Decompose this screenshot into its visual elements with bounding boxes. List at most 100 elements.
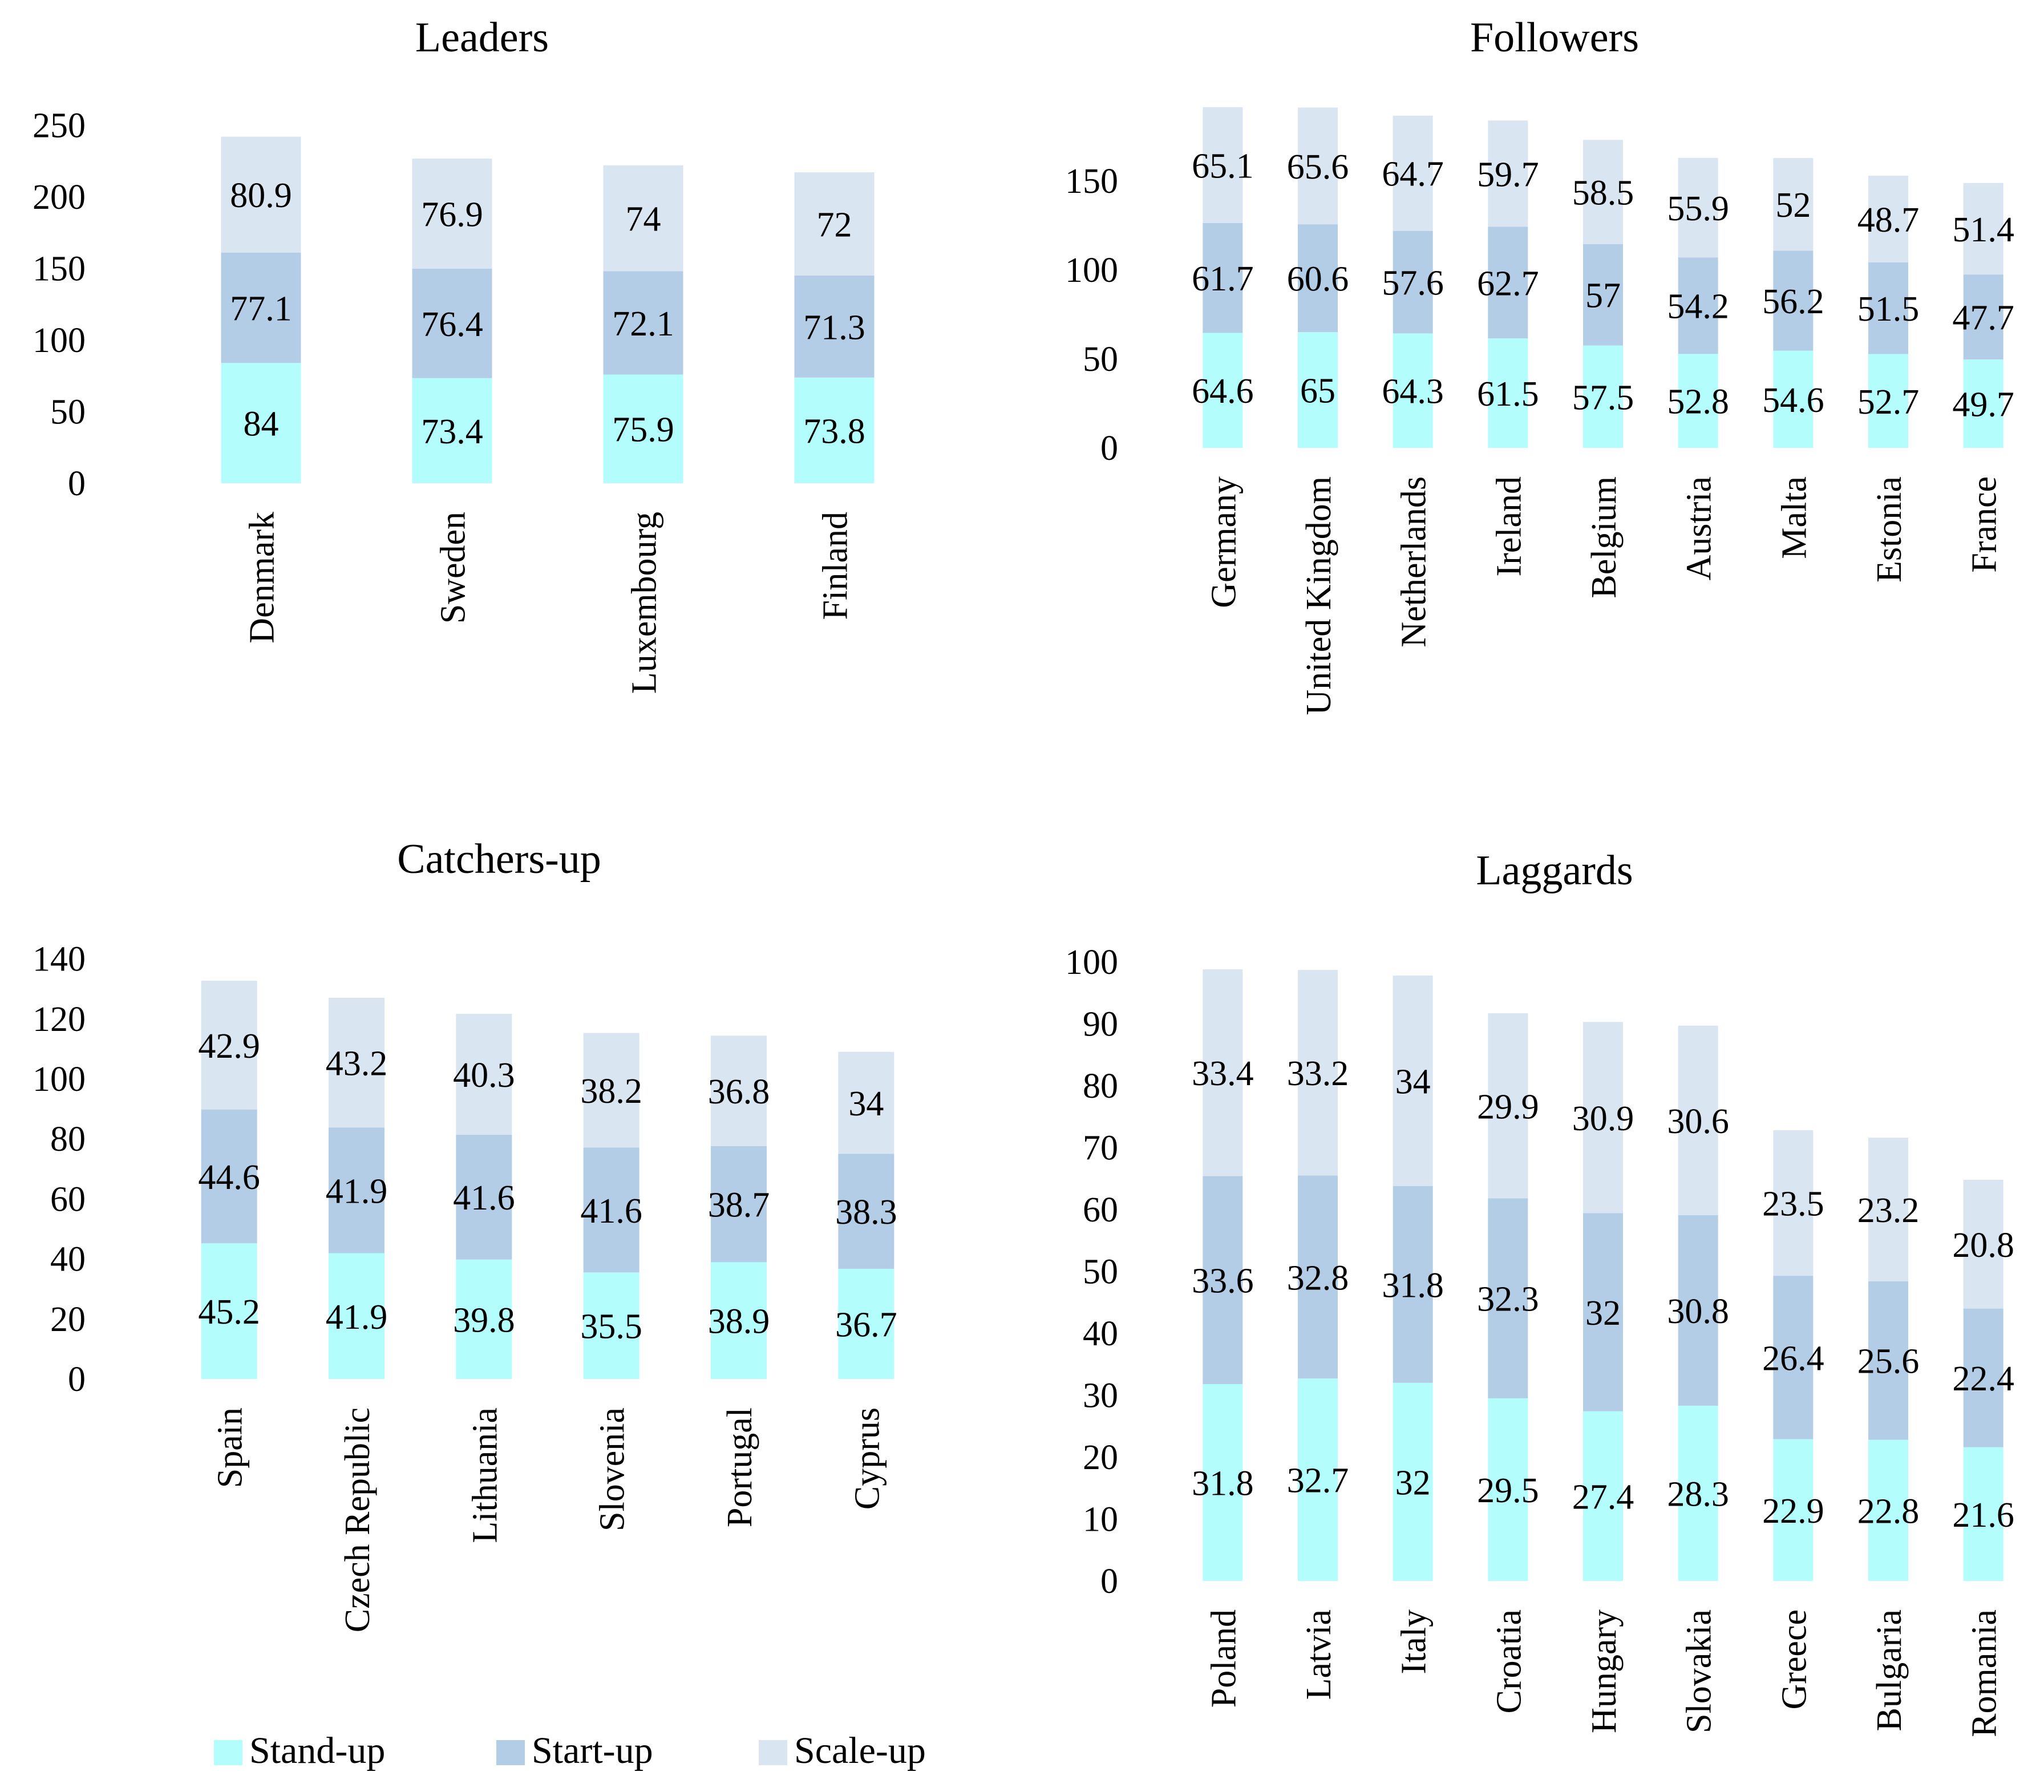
- data-label-scale-up-ireland: 59.7: [1477, 155, 1539, 194]
- bar-stand-up-poland: [1203, 1384, 1243, 1581]
- legend-label-start-up: Start-up: [532, 1730, 653, 1771]
- legend-label-stand-up: Stand-up: [249, 1730, 385, 1771]
- y-tick-label: 0: [1100, 429, 1118, 468]
- bar-scale-up-poland: [1203, 969, 1243, 1176]
- y-tick-label: 50: [1083, 340, 1118, 379]
- panel-followers: Followers 0 50 100 150 64.6 61.7 65.1 Germany 65 6…: [1065, 14, 2014, 715]
- data-label-start-up-poland: 33.6: [1192, 1262, 1254, 1301]
- y-tick-label: 100: [33, 1060, 86, 1099]
- category-label-sweden: Sweden: [434, 512, 473, 624]
- bar-start-up-latvia: [1298, 1175, 1338, 1379]
- bar-stand-up-estonia: [1868, 354, 1908, 448]
- data-label-start-up-romania: 22.4: [1952, 1360, 2014, 1398]
- bar-stand-up-luxembourg: [603, 374, 683, 483]
- y-tick-label: 150: [33, 250, 86, 289]
- bar-scale-up-luxembourg: [603, 165, 683, 272]
- data-label-start-up-ireland: 62.7: [1477, 264, 1539, 303]
- bar-scale-up-united-kingdom: [1298, 107, 1338, 225]
- panel-laggards: Laggards 0 10 20 30 40 50 60 70 80 90 100 31.8 33.6 33…: [1065, 847, 2014, 1737]
- y-tick-label: 40: [1083, 1314, 1118, 1353]
- category-label-estonia: Estonia: [1870, 476, 1909, 582]
- data-label-stand-up-hungary: 27.4: [1572, 1478, 1634, 1516]
- data-label-start-up-czech-republic: 41.9: [326, 1172, 388, 1211]
- category-label-united-kingdom: United Kingdom: [1300, 476, 1338, 715]
- data-label-stand-up-slovakia: 28.3: [1667, 1475, 1729, 1514]
- category-label-bulgaria: Bulgaria: [1870, 1609, 1909, 1732]
- panel-title-laggards: Laggards: [1476, 847, 1633, 894]
- data-label-scale-up-bulgaria: 23.2: [1857, 1191, 1920, 1230]
- category-label-france: France: [1965, 476, 2004, 573]
- y-tick-label: 20: [50, 1300, 86, 1339]
- y-tick-label: 120: [33, 1000, 86, 1039]
- y-tick-label: 100: [33, 321, 86, 360]
- bar-scale-up-denmark: [221, 136, 301, 253]
- bar-start-up-finland: [794, 275, 875, 378]
- data-label-stand-up-greece: 22.9: [1762, 1492, 1824, 1531]
- data-label-stand-up-bulgaria: 22.8: [1857, 1492, 1920, 1531]
- y-tick-label: 80: [1083, 1067, 1118, 1106]
- category-label-czech-republic: Czech Republic: [338, 1407, 377, 1632]
- bar-scale-up-lithuania: [456, 1013, 512, 1135]
- panel-catchers-up: Catchers-up 0 20 40 60 80 100 120 140 45.2 44.6 42.…: [33, 836, 897, 1632]
- bar-scale-up-bulgaria: [1868, 1138, 1908, 1281]
- bar-start-up-austria: [1678, 257, 1718, 354]
- data-label-start-up-netherlands: 57.6: [1382, 264, 1444, 303]
- data-label-scale-up-luxembourg: 74: [626, 200, 661, 239]
- bar-start-up-luxembourg: [603, 271, 683, 375]
- legend-swatch-scale-up: [759, 1740, 787, 1765]
- data-label-scale-up-netherlands: 64.7: [1382, 155, 1444, 194]
- data-label-stand-up-luxembourg: 75.9: [612, 411, 674, 450]
- bar-start-up-portugal: [711, 1146, 767, 1263]
- bar-start-up-hungary: [1583, 1213, 1623, 1411]
- legend-label-scale-up: Scale-up: [794, 1730, 926, 1771]
- bar-stand-up-italy: [1393, 1382, 1433, 1581]
- data-label-scale-up-latvia: 33.2: [1287, 1054, 1349, 1093]
- data-label-stand-up-austria: 52.8: [1667, 383, 1729, 422]
- bar-scale-up-slovakia: [1678, 1025, 1718, 1215]
- bar-scale-up-finland: [794, 172, 875, 276]
- bar-stand-up-cyprus: [838, 1268, 894, 1379]
- data-label-scale-up-poland: 33.4: [1192, 1054, 1254, 1093]
- bar-scale-up-croatia: [1488, 1013, 1528, 1199]
- data-label-start-up-lithuania: 41.6: [453, 1179, 515, 1217]
- bar-scale-up-czech-republic: [329, 997, 384, 1128]
- y-tick-label: 50: [50, 393, 86, 432]
- y-tick-label: 90: [1083, 1005, 1118, 1044]
- category-label-croatia: Croatia: [1490, 1609, 1528, 1714]
- y-tick-label: 30: [1083, 1377, 1118, 1415]
- y-tick-label: 0: [1100, 1562, 1118, 1601]
- data-label-stand-up-croatia: 29.5: [1477, 1471, 1539, 1510]
- bar-scale-up-netherlands: [1393, 115, 1433, 231]
- y-tick-label: 0: [68, 464, 86, 503]
- bar-scale-up-ireland: [1488, 120, 1528, 227]
- data-label-start-up-luxembourg: 72.1: [612, 305, 674, 343]
- data-label-scale-up-estonia: 48.7: [1857, 201, 1920, 240]
- data-label-scale-up-italy: 34: [1395, 1062, 1431, 1101]
- data-label-stand-up-czech-republic: 41.9: [326, 1298, 388, 1337]
- data-label-scale-up-greece: 23.5: [1762, 1185, 1824, 1224]
- bar-stand-up-spain: [201, 1243, 257, 1379]
- data-label-stand-up-estonia: 52.7: [1857, 383, 1920, 422]
- data-label-start-up-sweden: 76.4: [421, 305, 483, 344]
- panel-title-leaders: Leaders: [415, 14, 549, 61]
- category-label-finland: Finland: [816, 512, 855, 620]
- y-tick-label: 20: [1083, 1438, 1118, 1477]
- y-tick-label: 100: [1065, 943, 1118, 982]
- bar-scale-up-latvia: [1298, 970, 1338, 1176]
- bar-start-up-slovakia: [1678, 1215, 1718, 1406]
- category-label-belgium: Belgium: [1585, 476, 1624, 598]
- bar-start-up-croatia: [1488, 1198, 1528, 1398]
- bar-start-up-spain: [201, 1109, 257, 1244]
- category-label-slovenia: Slovenia: [593, 1407, 632, 1531]
- data-label-start-up-estonia: 51.5: [1857, 290, 1920, 329]
- bar-start-up-cyprus: [838, 1154, 894, 1269]
- y-tick-label: 140: [33, 940, 86, 979]
- bar-stand-up-croatia: [1488, 1398, 1528, 1581]
- data-label-start-up-greece: 26.4: [1762, 1339, 1824, 1378]
- data-label-stand-up-romania: 21.6: [1952, 1496, 2014, 1535]
- y-tick-label: 100: [1065, 251, 1118, 290]
- bar-stand-up-germany: [1203, 333, 1243, 448]
- data-label-scale-up-slovakia: 30.6: [1667, 1102, 1729, 1141]
- data-label-start-up-austria: 54.2: [1667, 288, 1729, 326]
- bar-stand-up-finland: [794, 377, 875, 483]
